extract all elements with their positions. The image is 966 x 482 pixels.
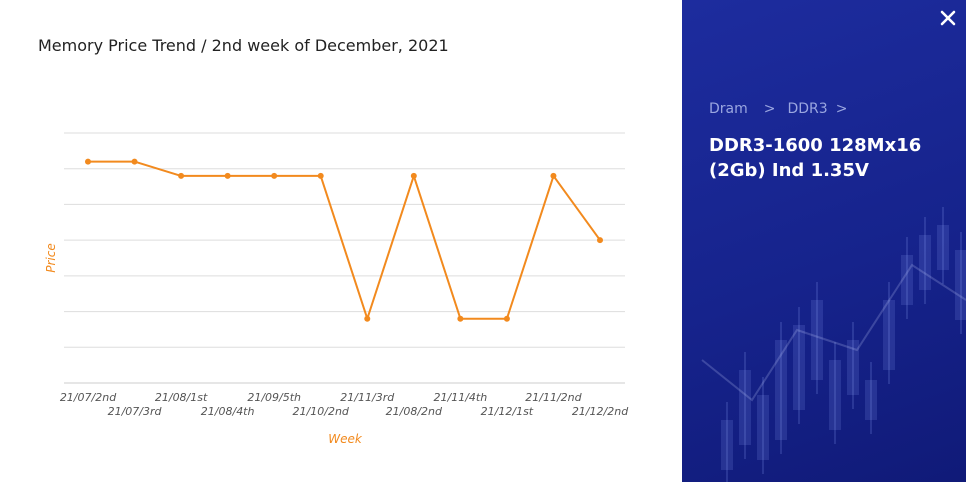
data-point[interactable]: [503, 315, 510, 322]
chart-title: Memory Price Trend / 2nd week of Decembe…: [38, 36, 449, 55]
chevron-right-icon: >: [763, 101, 776, 117]
product-panel: Dram > DDR3 > DDR3-1600 128Mx16 (2Gb) Ind 1…: [682, 0, 966, 482]
decorative-candle: [721, 420, 733, 470]
decorative-candle: [847, 340, 859, 395]
data-point[interactable]: [457, 315, 464, 322]
data-point[interactable]: [131, 158, 138, 165]
decorative-candle: [919, 235, 931, 290]
data-point[interactable]: [597, 237, 603, 244]
data-point[interactable]: [410, 172, 417, 179]
x-tick-label: 21/10/2nd: [293, 405, 350, 418]
breadcrumb-item-ddr3[interactable]: DDR3: [787, 101, 828, 117]
decorative-candle: [793, 325, 805, 410]
data-point[interactable]: [364, 315, 371, 322]
breadcrumb-item-dram[interactable]: Dram: [709, 101, 748, 117]
close-button[interactable]: [936, 6, 960, 30]
decorative-candle: [811, 300, 823, 380]
data-point[interactable]: [224, 172, 231, 179]
decorative-candle: [901, 255, 913, 305]
series-line: [88, 160, 601, 320]
line-chart: 21/07/2nd21/07/3rd21/08/1st21/08/4th21/0…: [44, 132, 629, 446]
decorative-candle: [937, 225, 949, 270]
chevron-right-icon: >: [835, 101, 848, 117]
x-tick-label: 21/08/4th: [201, 405, 255, 418]
decorative-candle: [865, 380, 877, 420]
x-tick-label: 21/12/1st: [481, 405, 534, 418]
decorative-candle: [739, 370, 751, 445]
breadcrumb: Dram > DDR3 >: [709, 101, 847, 117]
data-point[interactable]: [317, 172, 324, 179]
x-tick-label: 21/08/2nd: [386, 405, 443, 418]
x-tick-label: 21/09/5th: [247, 391, 301, 404]
decorative-candle: [883, 300, 895, 370]
data-point[interactable]: [85, 158, 91, 165]
product-title: DDR3-1600 128Mx16 (2Gb) Ind 1.35V: [709, 135, 922, 181]
x-tick-label: 21/07/3rd: [108, 405, 163, 418]
data-point[interactable]: [550, 172, 557, 179]
decorative-candle: [829, 360, 841, 430]
x-axis-title: Week: [328, 432, 363, 446]
close-icon: [940, 10, 956, 26]
chart-panel: Memory Price Trend / 2nd week of Decembe…: [38, 36, 630, 446]
candlestick-background: [701, 207, 966, 482]
decorative-candle: [757, 395, 769, 460]
data-point[interactable]: [178, 172, 185, 179]
x-tick-label: 21/11/3rd: [340, 391, 395, 404]
y-axis-title: Price: [44, 243, 58, 272]
x-tick-label: 21/11/2nd: [525, 391, 582, 404]
data-point[interactable]: [271, 172, 278, 179]
decorative-trend-line: [701, 263, 966, 402]
x-tick-label: 21/08/1st: [155, 391, 208, 404]
x-tick-label: 21/07/2nd: [60, 391, 117, 404]
decorative-candle: [955, 250, 966, 320]
x-tick-label: 21/11/4th: [434, 391, 488, 404]
decorative-candle: [775, 340, 787, 440]
x-tick-label: 21/12/2nd: [572, 405, 629, 418]
